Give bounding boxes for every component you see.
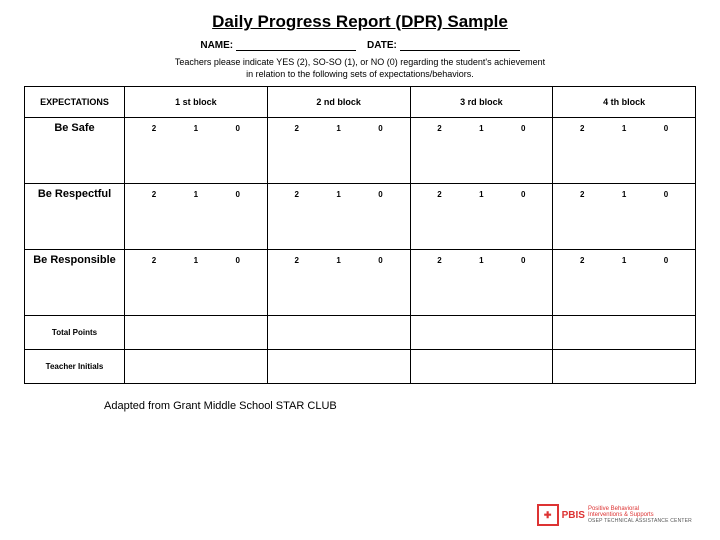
block-header-1: 1 st block: [125, 87, 268, 118]
rating-opt: 1: [479, 124, 483, 133]
logo-tagline: Positive Behavioral Interventions & Supp…: [588, 506, 692, 525]
table-body: Be Safe 2 1 0 2 1 0 2 1 0 2 1 0 Be Respectful 2 1…: [25, 118, 696, 384]
rating-opt: 1: [194, 256, 198, 265]
rating-opt: 0: [521, 124, 525, 133]
rating-opt: 2: [152, 256, 156, 265]
rating-cell: 2 1 0: [553, 184, 696, 250]
instructions: Teachers please indicate YES (2), SO-SO …: [24, 57, 696, 80]
expectation-name: Be Responsible: [25, 250, 125, 316]
total-cell: [267, 316, 410, 350]
rating-opt: 2: [437, 190, 441, 199]
rating-opt: 2: [580, 190, 584, 199]
rating-cell: 2 1 0: [267, 250, 410, 316]
total-row: Total Points: [25, 316, 696, 350]
initials-cell: [410, 350, 553, 384]
logo-mark-icon: ✚: [537, 504, 559, 526]
initials-cell: [125, 350, 268, 384]
block-header-4: 4 th block: [553, 87, 696, 118]
rating-opt: 2: [580, 256, 584, 265]
page-title: Daily Progress Report (DPR) Sample: [24, 12, 696, 32]
rating-opt: 2: [294, 124, 298, 133]
rating-cell: 2 1 0: [125, 184, 268, 250]
expectation-name: Be Respectful: [25, 184, 125, 250]
rating-cell: 2 1 0: [267, 118, 410, 184]
rating-opt: 1: [194, 190, 198, 199]
block-header-2: 2 nd block: [267, 87, 410, 118]
table-row: Be Responsible 2 1 0 2 1 0 2 1 0 2 1 0: [25, 250, 696, 316]
instructions-line1: Teachers please indicate YES (2), SO-SO …: [175, 57, 545, 67]
dpr-table: EXPECTATIONS 1 st block 2 nd block 3 rd …: [24, 86, 696, 384]
date-label: DATE:: [367, 40, 397, 51]
date-blank[interactable]: [400, 41, 520, 51]
rating-opt: 0: [378, 256, 382, 265]
rating-cell: 2 1 0: [125, 118, 268, 184]
rating-opt: 1: [622, 124, 626, 133]
logo-brand: PBIS: [562, 510, 585, 521]
rating-opt: 1: [336, 256, 340, 265]
rating-opt: 0: [664, 124, 668, 133]
rating-opt: 1: [479, 190, 483, 199]
rating-cell: 2 1 0: [410, 184, 553, 250]
expectation-name: Be Safe: [25, 118, 125, 184]
total-points-label: Total Points: [25, 316, 125, 350]
rating-opt: 2: [294, 190, 298, 199]
table-row: Be Respectful 2 1 0 2 1 0 2 1 0 2 1 0: [25, 184, 696, 250]
rating-opt: 2: [580, 124, 584, 133]
logo-tag3: OSEP TECHNICAL ASSISTANCE CENTER: [588, 519, 692, 525]
table-row: Be Safe 2 1 0 2 1 0 2 1 0 2 1 0: [25, 118, 696, 184]
rating-opt: 1: [622, 190, 626, 199]
rating-opt: 0: [378, 124, 382, 133]
rating-opt: 1: [622, 256, 626, 265]
instructions-line2: in relation to the following sets of exp…: [246, 69, 474, 79]
teacher-initials-label: Teacher Initials: [25, 350, 125, 384]
pbis-logo: ✚ PBIS Positive Behavioral Interventions…: [537, 504, 692, 526]
rating-opt: 0: [521, 256, 525, 265]
rating-opt: 0: [664, 256, 668, 265]
total-cell: [553, 316, 696, 350]
form-line: NAME: DATE:: [24, 40, 696, 51]
initials-cell: [553, 350, 696, 384]
expectations-header: EXPECTATIONS: [25, 87, 125, 118]
rating-opt: 0: [236, 124, 240, 133]
footer-note: Adapted from Grant Middle School STAR CL…: [104, 400, 696, 412]
rating-cell: 2 1 0: [553, 118, 696, 184]
rating-opt: 2: [152, 124, 156, 133]
rating-opt: 1: [336, 190, 340, 199]
rating-opt: 2: [294, 256, 298, 265]
name-blank[interactable]: [236, 41, 356, 51]
rating-opt: 1: [194, 124, 198, 133]
rating-opt: 0: [236, 256, 240, 265]
logo-text: PBIS: [562, 510, 585, 521]
name-label: NAME:: [200, 40, 233, 51]
rating-cell: 2 1 0: [410, 118, 553, 184]
rating-opt: 0: [521, 190, 525, 199]
rating-opt: 0: [236, 190, 240, 199]
rating-cell: 2 1 0: [267, 184, 410, 250]
rating-opt: 2: [437, 124, 441, 133]
rating-opt: 1: [336, 124, 340, 133]
rating-opt: 0: [378, 190, 382, 199]
initials-row: Teacher Initials: [25, 350, 696, 384]
rating-opt: 2: [152, 190, 156, 199]
initials-cell: [267, 350, 410, 384]
rating-opt: 1: [479, 256, 483, 265]
block-header-3: 3 rd block: [410, 87, 553, 118]
logo-tag1: Positive Behavioral: [588, 506, 692, 513]
total-cell: [125, 316, 268, 350]
rating-cell: 2 1 0: [125, 250, 268, 316]
total-cell: [410, 316, 553, 350]
rating-opt: 2: [437, 256, 441, 265]
rating-cell: 2 1 0: [410, 250, 553, 316]
rating-opt: 0: [664, 190, 668, 199]
rating-cell: 2 1 0: [553, 250, 696, 316]
